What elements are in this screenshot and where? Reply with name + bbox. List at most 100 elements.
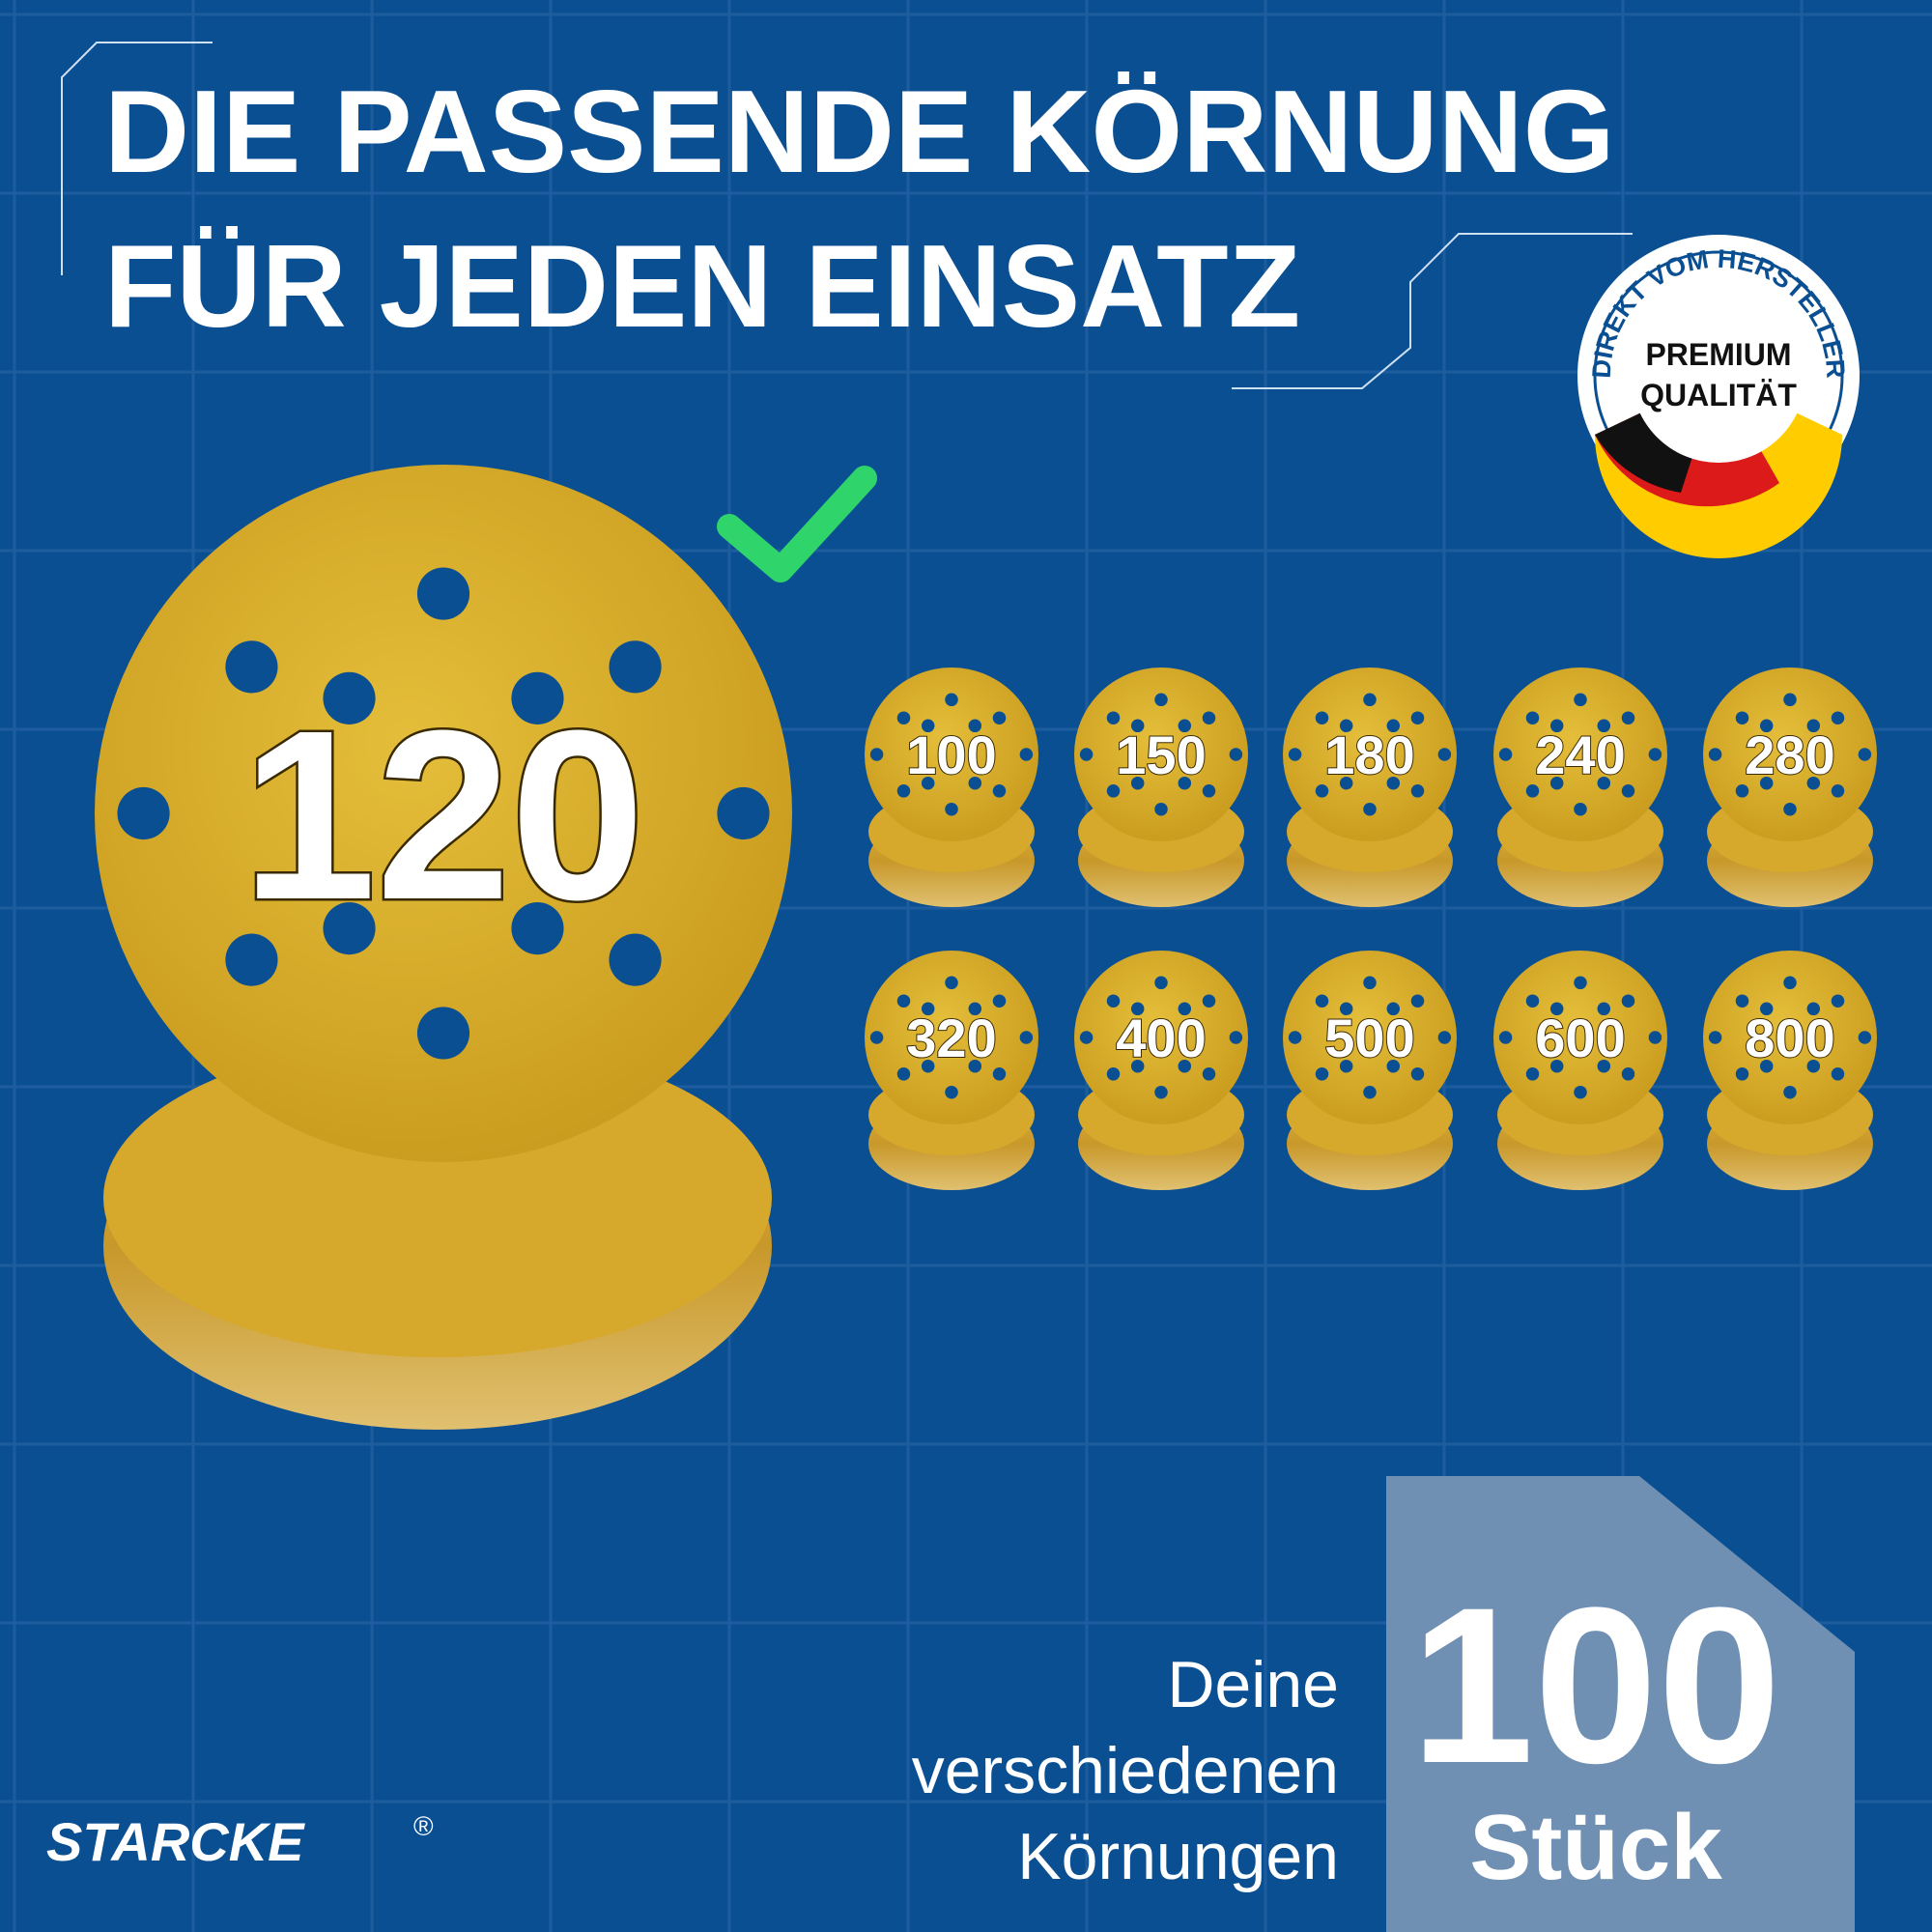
- title-line: FÜR JEDEN EINSATZ: [104, 220, 1300, 352]
- disc-hole: [511, 902, 564, 955]
- disc-hole: [945, 802, 958, 816]
- disc-hole: [1831, 994, 1845, 1008]
- disc-hole: [968, 719, 982, 733]
- disc-hole: [1178, 1002, 1192, 1016]
- grit-label: 320: [906, 1008, 996, 1068]
- disc-hole: [1597, 1059, 1611, 1073]
- disc-hole: [1410, 711, 1425, 724]
- grit-label: 150: [1116, 724, 1206, 785]
- disc-hole: [921, 1002, 935, 1016]
- disc-hole: [1106, 994, 1121, 1008]
- disc-hole: [1410, 784, 1425, 798]
- disc-hole: [1783, 693, 1797, 707]
- disc-hole: [1574, 1085, 1587, 1099]
- disc-hole: [1288, 1031, 1302, 1044]
- title-line: DIE PASSENDE KÖRNUNG: [104, 66, 1615, 197]
- disc-hole: [1759, 719, 1774, 733]
- disc-hole: [921, 1059, 935, 1073]
- disc-hole: [1549, 1059, 1564, 1073]
- disc-hole: [1410, 994, 1425, 1008]
- grit-disc: 180: [1283, 668, 1457, 907]
- disc-hole: [1549, 719, 1564, 733]
- grit-disc: 600: [1493, 951, 1667, 1190]
- disc: [1283, 668, 1457, 841]
- count: 100: [1410, 1561, 1781, 1809]
- disc-hole: [1106, 711, 1121, 724]
- disc-hole: [1202, 711, 1216, 724]
- count-panel: [1386, 1476, 1855, 1932]
- disc-hole: [1363, 1085, 1377, 1099]
- badge-line: QUALITÄT: [1640, 378, 1797, 412]
- disc-hole: [921, 776, 935, 790]
- disc-hole: [1735, 1067, 1749, 1081]
- badge: DIREKT VOM HERSTELLER PREMIUM QUALITÄT: [1577, 235, 1860, 558]
- disc-hole: [1154, 976, 1168, 990]
- disc-hole: [896, 711, 911, 724]
- grit-grid: 100 150 180 240 280 320 400 500 600 800: [865, 668, 1877, 1190]
- disc-hole: [1229, 748, 1243, 761]
- disc-hole: [1386, 1002, 1401, 1016]
- disc-hole: [945, 693, 958, 707]
- disc: [1703, 951, 1877, 1124]
- disc: [865, 668, 1038, 841]
- disc: [1074, 668, 1248, 841]
- grit-disc: 800: [1703, 951, 1877, 1190]
- footer-text: Deine: [1167, 1648, 1339, 1721]
- disc-hole: [921, 719, 935, 733]
- disc-hole: [945, 976, 958, 990]
- disc-hole: [1130, 776, 1145, 790]
- decor-lines: [61, 42, 1633, 389]
- grit-label: 100: [906, 724, 996, 785]
- disc-hole: [1525, 994, 1540, 1008]
- disc-hole: [1831, 1067, 1845, 1081]
- disc-hole: [1386, 719, 1401, 733]
- grit-disc: 150: [1074, 668, 1248, 907]
- disc-hole: [1597, 776, 1611, 790]
- disc-hole: [1759, 1059, 1774, 1073]
- grit-disc: 500: [1283, 951, 1457, 1190]
- disc-hole: [1498, 1031, 1513, 1044]
- disc-hole: [1079, 748, 1094, 761]
- disc-hole: [896, 994, 911, 1008]
- disc-hole: [992, 1067, 1007, 1081]
- disc-hole: [1315, 994, 1329, 1008]
- disc-hole: [1130, 1059, 1145, 1073]
- disc-hole: [1106, 1067, 1121, 1081]
- disc-hole: [1783, 976, 1797, 990]
- grit-disc: 100: [865, 668, 1038, 907]
- disc-hole: [1858, 1031, 1872, 1044]
- grit-disc: 280: [1703, 668, 1877, 907]
- disc-hole: [117, 786, 170, 840]
- disc-hole: [1154, 1085, 1168, 1099]
- disc-hole: [945, 1085, 958, 1099]
- disc-hole: [1549, 1002, 1564, 1016]
- disc-hole: [1858, 748, 1872, 761]
- disc-hole: [1229, 1031, 1243, 1044]
- disc-hole: [1130, 719, 1145, 733]
- disc-hole: [968, 776, 982, 790]
- disc-hole: [1363, 693, 1377, 707]
- disc-hole: [1525, 711, 1540, 724]
- disc-hole: [1019, 748, 1034, 761]
- grit-label: 180: [1324, 724, 1414, 785]
- disc-hole: [968, 1002, 982, 1016]
- disc-hole: [1079, 1031, 1094, 1044]
- disc-hole: [1178, 719, 1192, 733]
- disc-hole: [1130, 1002, 1145, 1016]
- disc: [1493, 668, 1667, 841]
- featured-disc: [95, 465, 792, 1430]
- disc-hole: [1178, 1059, 1192, 1073]
- footer-text: verschiedenen: [912, 1734, 1339, 1807]
- disc-hole: [1831, 711, 1845, 724]
- disc-hole: [1339, 1059, 1353, 1073]
- disc-hole: [1831, 784, 1845, 798]
- disc-hole: [717, 786, 770, 840]
- grit-disc: 240: [1493, 668, 1667, 907]
- disc-hole: [1386, 1059, 1401, 1073]
- grit-disc: 400: [1074, 951, 1248, 1190]
- disc-hole: [1621, 784, 1635, 798]
- disc-hole: [1019, 1031, 1034, 1044]
- disc-hole: [1806, 1059, 1821, 1073]
- disc: [865, 951, 1038, 1124]
